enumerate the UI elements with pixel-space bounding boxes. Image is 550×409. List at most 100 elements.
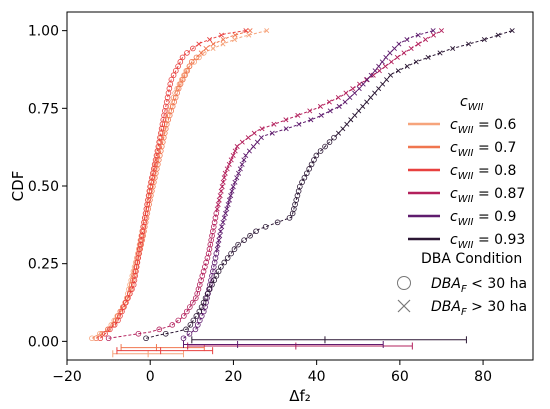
marker-circle [241, 237, 247, 243]
series-group [105, 28, 444, 342]
legend-circle-marker [397, 276, 411, 290]
marker-x [396, 41, 402, 47]
series-line [91, 30, 267, 339]
legend-entry-label: cWII = 0.93 [450, 232, 525, 251]
marker-x [404, 63, 410, 69]
legend: cWII cWII = 0.6 cWII = 0.7 cWII = 0.8 cWII =… [397, 94, 527, 318]
marker-x [224, 166, 230, 172]
marker-x [222, 170, 228, 176]
marker-circle [301, 174, 308, 181]
marker-x [296, 121, 302, 127]
legend-condition-title: DBA Condition [421, 251, 522, 267]
marker-x [225, 201, 231, 208]
marker-x [352, 90, 358, 96]
marker-x [251, 130, 257, 136]
marker-x [466, 41, 472, 47]
marker-x [217, 193, 223, 199]
marker-x [241, 157, 247, 163]
marker-x [237, 166, 243, 172]
marker-x [220, 219, 226, 225]
marker-x [395, 68, 401, 74]
axis-ticks: −20 0 20 40 60 80 0.00 0.25 0.50 0.75 1.00 [28, 24, 492, 385]
marker-x [336, 103, 342, 109]
marker-x [430, 32, 437, 38]
marker-x [383, 54, 389, 60]
marker-circle [119, 308, 125, 315]
marker-x [370, 72, 376, 78]
marker-circle [213, 273, 220, 279]
marker-circle [184, 50, 190, 56]
marker-x [415, 32, 421, 38]
marker-x [295, 112, 301, 118]
marker-x [232, 179, 238, 185]
marker-circle [169, 322, 176, 328]
marker-x [216, 237, 222, 243]
marker-circle [175, 317, 182, 324]
legend-entry-label: cWII = 0.9 [450, 209, 516, 228]
marker-circle [196, 308, 203, 315]
marker-x [335, 130, 342, 136]
marker-x [230, 184, 236, 190]
y-tick-label: 0.75 [28, 101, 59, 117]
marker-x [356, 86, 362, 92]
marker-x [343, 90, 349, 96]
marker-circle [253, 228, 259, 235]
marker-circle [117, 313, 123, 319]
marker-x [231, 37, 238, 43]
marker-x [391, 45, 397, 51]
marker-circle [190, 317, 197, 324]
marker-x [388, 72, 394, 78]
series-group [97, 28, 249, 342]
x-tick-label: 0 [146, 369, 155, 385]
marker-x [223, 210, 229, 216]
marker-circle [179, 54, 186, 61]
marker-circle [311, 157, 317, 163]
marker-x [342, 99, 348, 105]
marker-x [372, 68, 378, 74]
marker-x [232, 32, 238, 38]
y-tick-label: 1.00 [28, 24, 59, 40]
marker-x [364, 77, 370, 83]
marker-circle [111, 322, 118, 328]
marker-x [220, 179, 226, 185]
marker-x [210, 41, 216, 47]
marker-circle [322, 143, 328, 150]
legend-entry-label: cWII = 0.8 [450, 163, 516, 182]
marker-circle [168, 76, 175, 83]
marker-circle [156, 326, 163, 333]
marker-circle [186, 330, 193, 337]
marker-x [226, 161, 232, 167]
marker-circle [187, 322, 194, 328]
marker-circle [177, 59, 184, 65]
marker-x [437, 50, 443, 56]
marker-x [210, 45, 216, 51]
marker-x [376, 68, 382, 74]
marker-circle [218, 264, 224, 270]
series-group [143, 28, 515, 342]
legend-title: cWII [460, 94, 484, 113]
marker-circle [317, 148, 324, 154]
marker-x [394, 54, 400, 60]
marker-circle [188, 59, 195, 65]
x-tick-label: 20 [225, 369, 243, 385]
marker-circle [326, 139, 333, 145]
marker-circle [262, 223, 269, 230]
marker-circle [135, 330, 142, 337]
marker-circle [304, 170, 310, 177]
marker-circle [184, 67, 191, 74]
marker-x [259, 126, 265, 132]
marker-circle [143, 335, 149, 342]
marker-circle [186, 63, 193, 70]
marker-x [229, 188, 235, 194]
marker-x [352, 112, 358, 118]
marker-circle [213, 210, 220, 217]
marker-circle [173, 67, 179, 74]
marker-x [203, 45, 209, 51]
marker-x [388, 59, 394, 65]
marker-circle [184, 308, 190, 315]
marker-x [250, 144, 256, 150]
marker-x [230, 152, 236, 158]
legend-entry-label: cWII = 0.7 [450, 140, 516, 159]
marker-x [360, 103, 366, 109]
